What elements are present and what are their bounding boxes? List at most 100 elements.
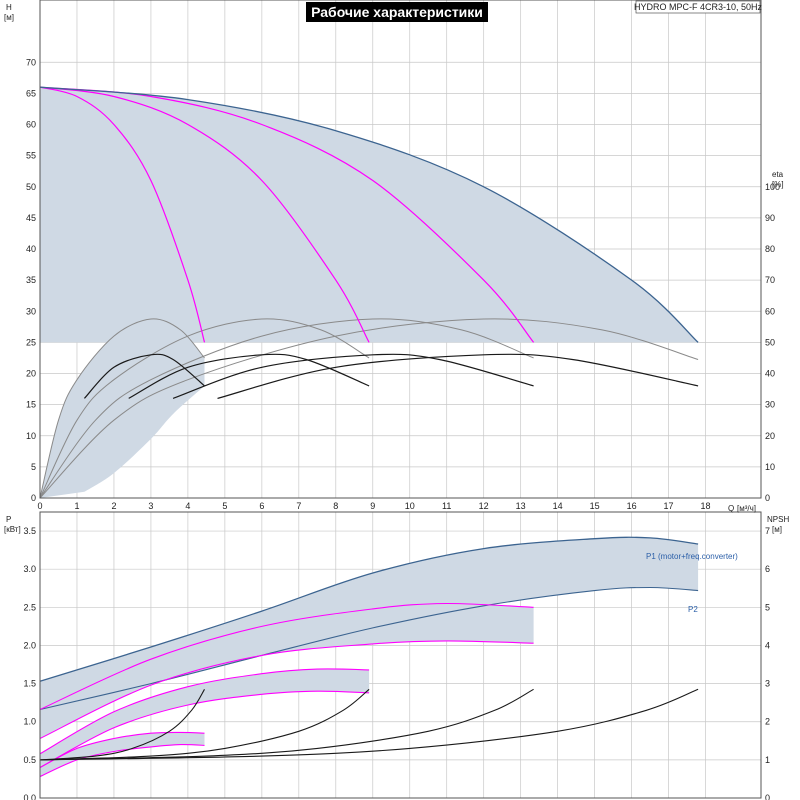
bottom-y-left-tick-6: 3.0: [23, 564, 36, 574]
top-y-left-tick-5: 25: [26, 337, 36, 347]
y-left-label-bottom: P: [6, 515, 11, 524]
power-band-3pump: [40, 603, 534, 739]
top-y-left-tick-13: 65: [26, 88, 36, 98]
bottom-plot-frame: [39, 511, 762, 799]
power-curve-5: [39, 731, 205, 768]
eta-light-curve-4: [39, 318, 699, 499]
y-right-label-top: eta: [772, 170, 784, 179]
bottom-y-right-tick-3: 3: [765, 679, 770, 689]
area-layer: [40, 87, 699, 777]
top-y-right-tick-3: 30: [765, 400, 775, 410]
top-y-right-tick-7: 70: [765, 275, 775, 285]
y-left-unit-bottom: [кВт]: [4, 525, 21, 534]
power-curve-3: [39, 668, 370, 755]
x-tick-label-18: 18: [701, 501, 711, 511]
x-tick-label-9: 9: [370, 501, 375, 511]
x-tick-label-1: 1: [74, 501, 79, 511]
eta-light-curve-2: [39, 318, 370, 499]
x-tick-label-13: 13: [516, 501, 526, 511]
model-label: HYDRO MPC-F 4CR3-10, 50Hz: [634, 2, 763, 12]
x-unit: [м³/ч]: [737, 504, 756, 513]
x-tick-label-8: 8: [333, 501, 338, 511]
head-curve-1-pumps: [39, 86, 206, 343]
x-tick-label-4: 4: [185, 501, 190, 511]
title-background: [306, 2, 488, 22]
top-y-right-tick-2: 20: [765, 431, 775, 441]
label-layer: Рабочие характеристики HYDRO MPC-F 4CR3-…: [4, 0, 789, 614]
top-y-left-tick-10: 50: [26, 182, 36, 192]
p2-envelope-label: P2: [688, 605, 698, 614]
x-tick-label-10: 10: [405, 501, 415, 511]
top-y-right-tick-6: 60: [765, 306, 775, 316]
y-left-unit-top: [м]: [4, 13, 14, 22]
npsh-curve-4: [39, 688, 699, 761]
bottom-y-right-tick-0: 0: [765, 793, 770, 800]
top-y-left-tick-7: 35: [26, 275, 36, 285]
x-tick-label-15: 15: [590, 501, 600, 511]
power-band-1pump: [40, 732, 205, 777]
eta-operating-area: [40, 318, 205, 498]
frame-layer: [39, 0, 762, 799]
y-right-unit-bottom: [м]: [772, 525, 782, 534]
bottom-y-right-tick-5: 5: [765, 602, 770, 612]
x-tick-label-12: 12: [479, 501, 489, 511]
top-y-left-tick-3: 15: [26, 400, 36, 410]
bottom-y-right-tick-6: 6: [765, 564, 770, 574]
x-tick-label-6: 6: [259, 501, 264, 511]
power-band-2pump: [40, 668, 370, 768]
y-left-label-top: H: [6, 3, 12, 12]
top-y-right-tick-10: 100: [765, 182, 780, 192]
top-y-right-tick-0: 0: [765, 493, 770, 503]
eta-dark-curve-4: [217, 353, 699, 399]
y-right-label-bottom: NPSH: [767, 515, 789, 524]
x-tick-label-3: 3: [148, 501, 153, 511]
top-y-left-tick-1: 5: [31, 462, 36, 472]
eta-light-curve-1: [39, 318, 205, 499]
head-operating-area: [40, 87, 699, 343]
x-tick-label-17: 17: [664, 501, 674, 511]
x-tick-label-5: 5: [222, 501, 227, 511]
x-tick-label-7: 7: [296, 501, 301, 511]
top-y-left-tick-11: 55: [26, 151, 36, 161]
npsh-curve-2: [39, 688, 370, 761]
p1-envelope-label: P1 (motor+freq.converter): [646, 552, 738, 561]
curve-layer: [39, 86, 699, 778]
bottom-y-left-tick-1: 0.5: [23, 755, 36, 765]
power-curve-4: [39, 690, 370, 768]
top-y-right-tick-1: 10: [765, 462, 775, 472]
top-y-right-tick-8: 80: [765, 244, 775, 254]
head-curve-4-pumps: [39, 86, 699, 343]
top-y-left-tick-0: 0: [31, 493, 36, 503]
bottom-y-left-tick-7: 3.5: [23, 526, 36, 536]
tick-layer: 0 1 2 3 4 5 6 7 8 9 10 11 12 13 14 15 16 17 18051015202530…: [23, 57, 780, 800]
power-curve-2: [39, 640, 534, 739]
p1-envelope-curve: [39, 536, 699, 682]
x-tick-label-16: 16: [627, 501, 637, 511]
bottom-y-left-tick-0: 0.0: [23, 793, 36, 800]
x-tick-label-0: 0: [37, 501, 42, 511]
eta-dark-curve-2: [128, 353, 370, 399]
x-tick-label-2: 2: [111, 501, 116, 511]
x-label: Q: [728, 504, 734, 513]
top-y-right-tick-9: 90: [765, 213, 775, 223]
npsh-curve-3: [39, 688, 534, 761]
eta-dark-curve-3: [172, 353, 534, 399]
bottom-y-left-tick-4: 2.0: [23, 640, 36, 650]
bottom-y-right-tick-1: 1: [765, 755, 770, 765]
top-y-left-tick-8: 40: [26, 244, 36, 254]
bottom-y-right-tick-7: 7: [765, 526, 770, 536]
top-y-left-tick-14: 70: [26, 57, 36, 67]
model-box: [635, 0, 761, 14]
bottom-y-right-tick-4: 4: [765, 640, 770, 650]
eta-dark-curve-1: [83, 353, 205, 399]
top-y-left-tick-12: 60: [26, 120, 36, 130]
bottom-y-left-tick-3: 1.5: [23, 679, 36, 689]
y-right-unit-top: [%]: [772, 180, 784, 189]
bottom-y-left-tick-5: 2.5: [23, 602, 36, 612]
x-tick-label-11: 11: [442, 501, 451, 511]
top-y-left-tick-9: 45: [26, 213, 36, 223]
top-y-right-tick-5: 50: [765, 337, 775, 347]
x-tick-label-14: 14: [553, 501, 563, 511]
top-y-left-tick-6: 30: [26, 306, 36, 316]
